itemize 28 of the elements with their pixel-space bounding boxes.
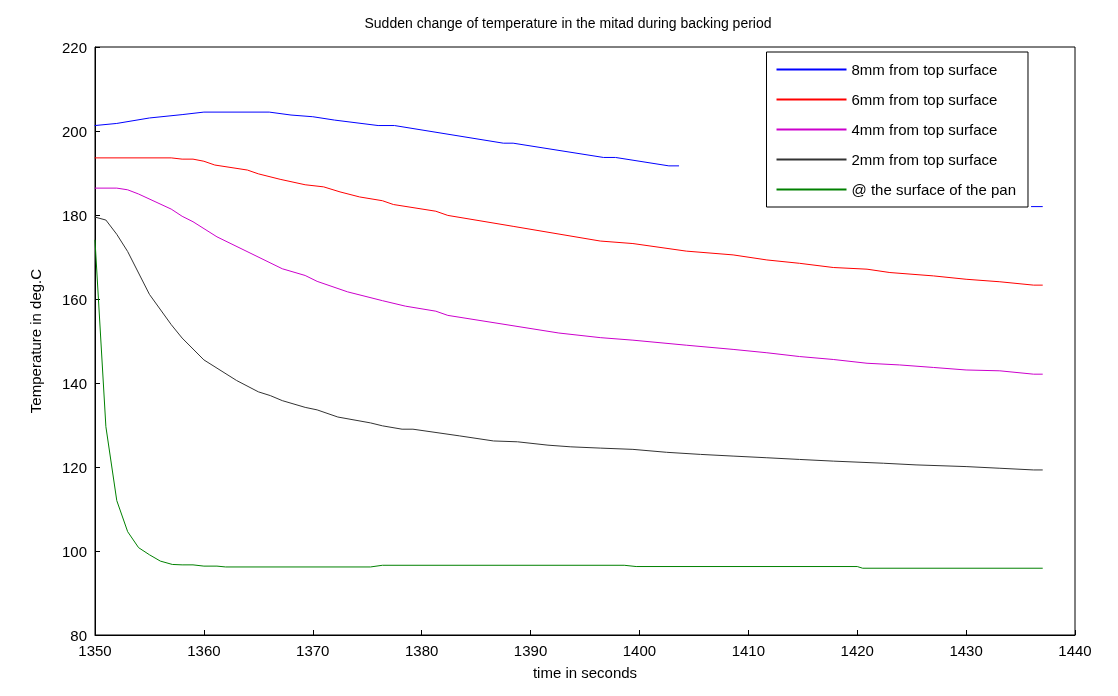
y-tick-label: 80 xyxy=(70,626,87,644)
x-tick-label: 1350 xyxy=(78,642,112,659)
legend-label: @ the surface of the pan xyxy=(851,181,1017,198)
y-tick-label: 180 xyxy=(61,206,87,224)
line-series xyxy=(94,239,1043,569)
y-tick-label: 120 xyxy=(61,458,87,476)
y-tick-label: 200 xyxy=(61,122,87,140)
y-tick-label: 160 xyxy=(61,290,87,308)
x-axis-title: time in seconds xyxy=(532,664,638,681)
y-tick-label: 220 xyxy=(61,38,87,56)
x-tick-label: 1400 xyxy=(622,642,657,659)
x-tick-label: 1370 xyxy=(296,642,330,659)
x-tick-label: 1440 xyxy=(1058,642,1092,659)
x-tick-label: 1430 xyxy=(949,642,983,659)
y-axis-title: Temperature in deg.C xyxy=(27,268,44,414)
legend-label: 8mm from top surface xyxy=(851,61,998,78)
y-tick-label: 140 xyxy=(61,374,87,392)
x-tick-label: 1420 xyxy=(840,642,874,659)
legend-label: 4mm from top surface xyxy=(851,121,998,138)
line-series xyxy=(94,216,1043,471)
x-tick-label: 1360 xyxy=(187,642,221,659)
legend-label: 6mm from top surface xyxy=(851,91,998,108)
y-tick-label: 100 xyxy=(61,542,87,560)
x-tick-label: 1410 xyxy=(731,642,766,659)
x-tick-label: 1380 xyxy=(404,642,439,659)
legend-label: 2mm from top surface xyxy=(851,151,998,168)
x-tick-label: 1390 xyxy=(513,642,548,659)
chart-title: Sudden change of temperature in the mitad during backing period xyxy=(364,15,772,31)
